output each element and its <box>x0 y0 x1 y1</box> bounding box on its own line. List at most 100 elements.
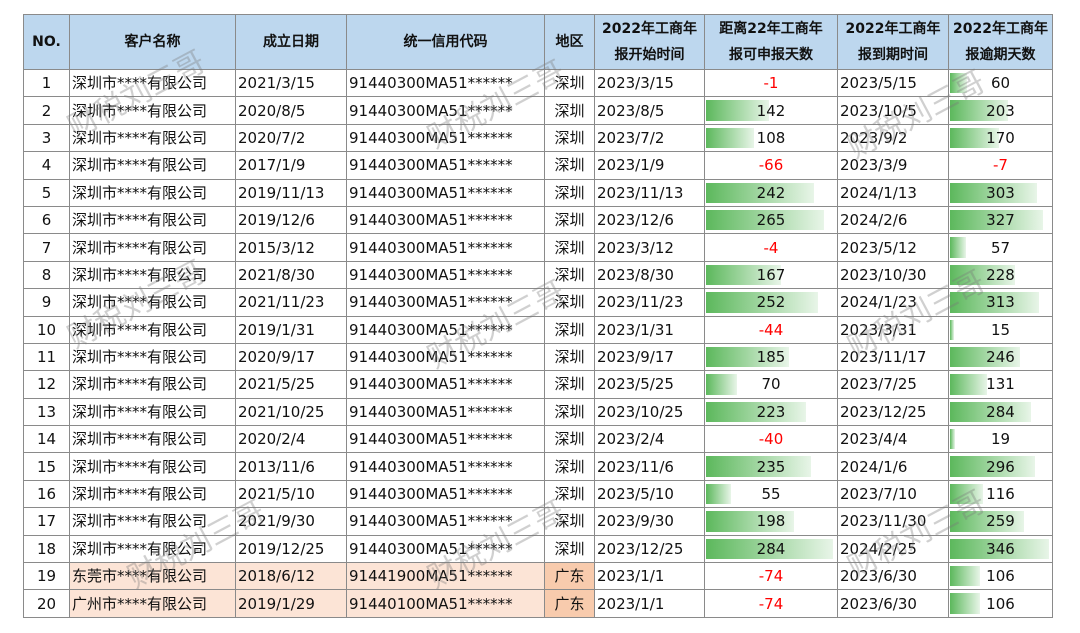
overdue-days-cell[interactable]: 246 <box>948 342 1053 372</box>
region-cell[interactable]: 深圳 <box>544 370 595 399</box>
header-days-available[interactable]: 距离22年工商年 报可申报天数 <box>704 14 838 70</box>
days-available-cell[interactable]: 55 <box>704 479 838 509</box>
region-cell[interactable]: 广东 <box>544 589 595 618</box>
region-cell[interactable]: 广东 <box>544 562 595 591</box>
row-number[interactable]: 20 <box>23 589 70 618</box>
region-cell[interactable]: 深圳 <box>544 534 595 564</box>
report-end-cell[interactable]: 2023/3/9 <box>837 151 949 180</box>
credit-code-cell[interactable]: 91440300MA51****** <box>346 315 545 344</box>
region-cell[interactable]: 深圳 <box>544 342 595 372</box>
founding-date-cell[interactable]: 2019/12/25 <box>235 534 347 564</box>
region-cell[interactable]: 深圳 <box>544 507 595 536</box>
overdue-days-cell[interactable]: 57 <box>948 233 1053 262</box>
header-report-end[interactable]: 2022年工商年 报到期时间 <box>837 14 949 70</box>
credit-code-cell[interactable]: 91440300MA51****** <box>346 452 545 481</box>
founding-date-cell[interactable]: 2021/5/10 <box>235 479 347 509</box>
customer-name-cell[interactable]: 深圳市****有限公司 <box>69 260 236 290</box>
overdue-days-cell[interactable]: 106 <box>948 589 1053 618</box>
days-available-cell[interactable]: 252 <box>704 288 838 317</box>
credit-code-cell[interactable]: 91440300MA51****** <box>346 68 545 98</box>
customer-name-cell[interactable]: 深圳市****有限公司 <box>69 397 236 427</box>
region-cell[interactable]: 深圳 <box>544 123 595 153</box>
row-number[interactable]: 7 <box>23 233 70 262</box>
report-end-cell[interactable]: 2024/2/6 <box>837 205 949 235</box>
customer-name-cell[interactable]: 深圳市****有限公司 <box>69 151 236 180</box>
founding-date-cell[interactable]: 2019/11/13 <box>235 178 347 207</box>
founding-date-cell[interactable]: 2019/1/29 <box>235 589 347 618</box>
report-end-cell[interactable]: 2024/1/23 <box>837 288 949 317</box>
credit-code-cell[interactable]: 91440300MA51****** <box>346 507 545 536</box>
report-start-cell[interactable]: 2023/11/23 <box>594 288 705 317</box>
customer-name-cell[interactable]: 深圳市****有限公司 <box>69 205 236 235</box>
report-end-cell[interactable]: 2023/6/30 <box>837 562 949 591</box>
overdue-days-cell[interactable]: 116 <box>948 479 1053 509</box>
customer-name-cell[interactable]: 深圳市****有限公司 <box>69 315 236 344</box>
days-available-cell[interactable]: -40 <box>704 425 838 454</box>
report-start-cell[interactable]: 2023/1/9 <box>594 151 705 180</box>
credit-code-cell[interactable]: 91440300MA51****** <box>346 479 545 509</box>
customer-name-cell[interactable]: 深圳市****有限公司 <box>69 479 236 509</box>
header-overdue-days[interactable]: 2022年工商年 报逾期天数 <box>948 14 1053 70</box>
region-cell[interactable]: 深圳 <box>544 260 595 290</box>
customer-name-cell[interactable]: 深圳市****有限公司 <box>69 68 236 98</box>
row-number[interactable]: 3 <box>23 123 70 153</box>
report-end-cell[interactable]: 2023/7/10 <box>837 479 949 509</box>
overdue-days-cell[interactable]: 259 <box>948 507 1053 536</box>
days-available-cell[interactable]: 70 <box>704 370 838 399</box>
customer-name-cell[interactable]: 深圳市****有限公司 <box>69 452 236 481</box>
report-start-cell[interactable]: 2023/8/5 <box>594 96 705 125</box>
credit-code-cell[interactable]: 91440300MA51****** <box>346 96 545 125</box>
region-cell[interactable]: 深圳 <box>544 452 595 481</box>
days-available-cell[interactable]: 242 <box>704 178 838 207</box>
founding-date-cell[interactable]: 2013/11/6 <box>235 452 347 481</box>
overdue-days-cell[interactable]: 228 <box>948 260 1053 290</box>
row-number[interactable]: 10 <box>23 315 70 344</box>
days-available-cell[interactable]: 142 <box>704 96 838 125</box>
founding-date-cell[interactable]: 2020/7/2 <box>235 123 347 153</box>
credit-code-cell[interactable]: 91440300MA51****** <box>346 370 545 399</box>
report-start-cell[interactable]: 2023/2/4 <box>594 425 705 454</box>
row-number[interactable]: 18 <box>23 534 70 564</box>
overdue-days-cell[interactable]: 313 <box>948 288 1053 317</box>
customer-name-cell[interactable]: 深圳市****有限公司 <box>69 178 236 207</box>
report-end-cell[interactable]: 2023/10/5 <box>837 96 949 125</box>
row-number[interactable]: 13 <box>23 397 70 427</box>
days-available-cell[interactable]: 265 <box>704 205 838 235</box>
credit-code-cell[interactable]: 91440300MA51****** <box>346 397 545 427</box>
row-number[interactable]: 12 <box>23 370 70 399</box>
region-cell[interactable]: 深圳 <box>544 425 595 454</box>
header-credit-code[interactable]: 统一信用代码 <box>346 14 545 70</box>
report-end-cell[interactable]: 2023/4/4 <box>837 425 949 454</box>
region-cell[interactable]: 深圳 <box>544 288 595 317</box>
founding-date-cell[interactable]: 2017/1/9 <box>235 151 347 180</box>
founding-date-cell[interactable]: 2020/2/4 <box>235 425 347 454</box>
days-available-cell[interactable]: 167 <box>704 260 838 290</box>
report-start-cell[interactable]: 2023/12/6 <box>594 205 705 235</box>
report-start-cell[interactable]: 2023/5/10 <box>594 479 705 509</box>
founding-date-cell[interactable]: 2020/9/17 <box>235 342 347 372</box>
credit-code-cell[interactable]: 91440300MA51****** <box>346 534 545 564</box>
days-available-cell[interactable]: -74 <box>704 562 838 591</box>
report-end-cell[interactable]: 2023/12/25 <box>837 397 949 427</box>
row-number[interactable]: 4 <box>23 151 70 180</box>
founding-date-cell[interactable]: 2021/11/23 <box>235 288 347 317</box>
row-number[interactable]: 1 <box>23 68 70 98</box>
region-cell[interactable]: 深圳 <box>544 479 595 509</box>
report-start-cell[interactable]: 2023/1/1 <box>594 562 705 591</box>
header-founding-date[interactable]: 成立日期 <box>235 14 347 70</box>
report-end-cell[interactable]: 2024/2/25 <box>837 534 949 564</box>
region-cell[interactable]: 深圳 <box>544 96 595 125</box>
row-number[interactable]: 5 <box>23 178 70 207</box>
credit-code-cell[interactable]: 91440300MA51****** <box>346 233 545 262</box>
overdue-days-cell[interactable]: 170 <box>948 123 1053 153</box>
customer-name-cell[interactable]: 深圳市****有限公司 <box>69 123 236 153</box>
region-cell[interactable]: 深圳 <box>544 205 595 235</box>
row-number[interactable]: 14 <box>23 425 70 454</box>
credit-code-cell[interactable]: 91440300MA51****** <box>346 425 545 454</box>
customer-name-cell[interactable]: 深圳市****有限公司 <box>69 425 236 454</box>
credit-code-cell[interactable]: 91440300MA51****** <box>346 260 545 290</box>
customer-name-cell[interactable]: 东莞市****有限公司 <box>69 562 236 591</box>
report-start-cell[interactable]: 2023/9/17 <box>594 342 705 372</box>
founding-date-cell[interactable]: 2021/5/25 <box>235 370 347 399</box>
founding-date-cell[interactable]: 2021/10/25 <box>235 397 347 427</box>
